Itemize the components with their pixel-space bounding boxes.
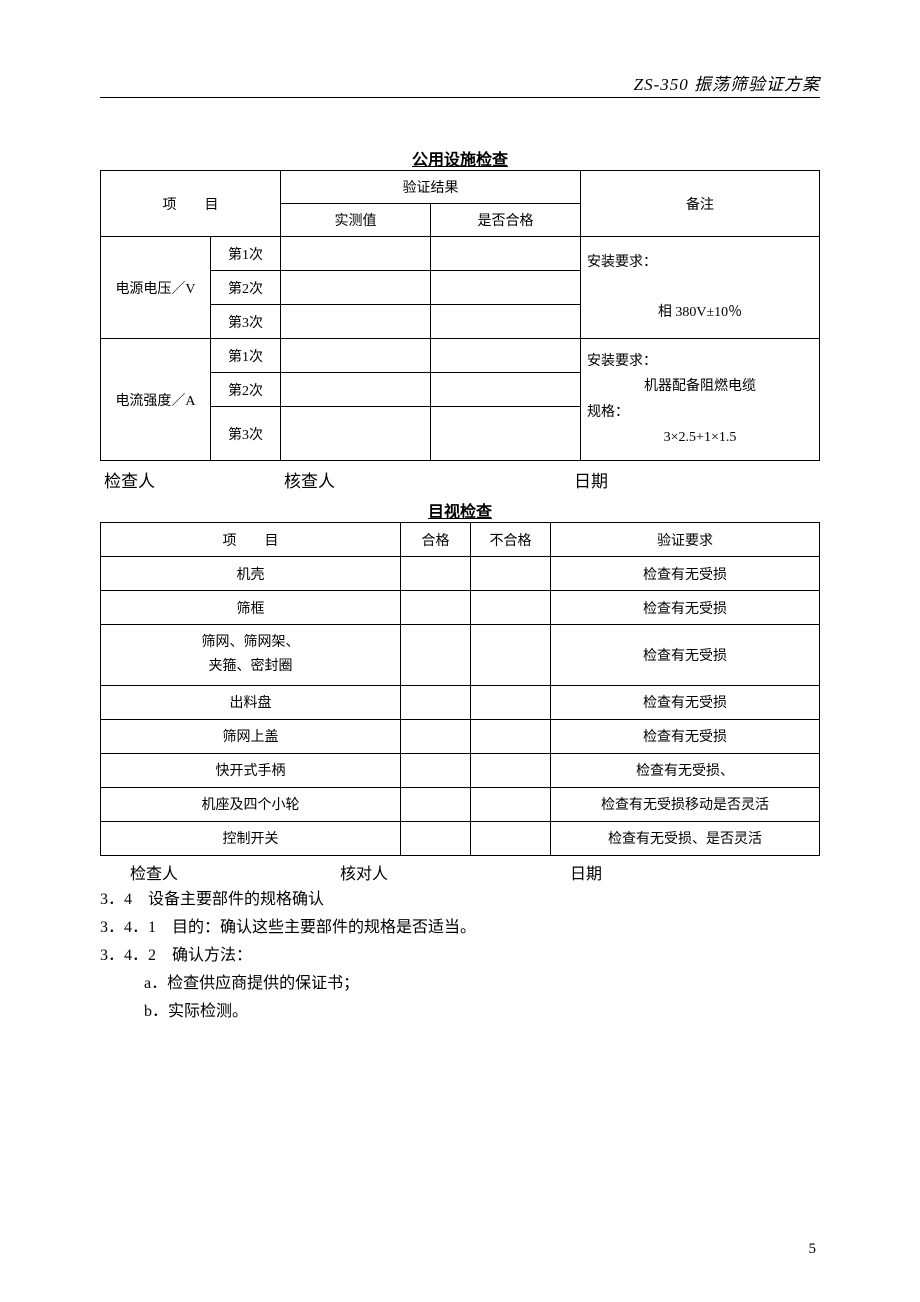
table-row: 机座及四个小轮 检查有无受损移动是否灵活: [101, 787, 820, 821]
t1-current-trial2: 第2次: [211, 373, 281, 407]
t1-col-remark: 备注: [581, 171, 820, 237]
t2-cell: [471, 787, 551, 821]
body-line: 3．4．1 目的：确认这些主要部件的规格是否适当。: [100, 914, 820, 942]
t1-col-result: 验证结果: [281, 171, 581, 204]
t1-col-measured: 实测值: [281, 204, 431, 237]
body-line: b．实际检测。: [100, 998, 820, 1026]
t2-cell: [471, 591, 551, 625]
t2-cell: [471, 753, 551, 787]
table-row: 筛网、筛网架、夹箍、密封圈 检查有无受损: [101, 625, 820, 686]
remark-line: 规格：: [587, 405, 629, 420]
t2-req: 检查有无受损: [551, 625, 820, 686]
remark-line: 相 380V±10％: [587, 300, 813, 325]
sig-inspector: 检查人: [104, 467, 284, 492]
t1-voltage-remark: 安装要求： 相 380V±10％: [581, 237, 820, 339]
t2-item: 筛网、筛网架、夹箍、密封圈: [101, 625, 401, 686]
body-line: 3．4．2 确认方法：: [100, 942, 820, 970]
t1-cell: [281, 373, 431, 407]
sig-inspector: 检查人: [130, 860, 340, 884]
t2-req: 检查有无受损: [551, 557, 820, 591]
t2-cell: [471, 685, 551, 719]
t1-current-trial1: 第1次: [211, 339, 281, 373]
section2-signature-row: 检查人 核对人 日期: [100, 860, 820, 884]
t1-voltage-trial3: 第3次: [211, 305, 281, 339]
visual-inspection-table: 项 目 合格 不合格 验证要求 机壳 检查有无受损 筛框 检查有无受损 筛网、筛…: [100, 522, 820, 856]
t1-row-current: 电流强度／A: [101, 339, 211, 461]
t2-cell: [471, 557, 551, 591]
t1-cell: [281, 305, 431, 339]
t1-cell: [431, 373, 581, 407]
t2-cell: [401, 557, 471, 591]
t2-col-req: 验证要求: [551, 523, 820, 557]
t1-cell: [431, 237, 581, 271]
t2-cell: [401, 719, 471, 753]
section1-title: 公用设施检查: [100, 146, 820, 170]
t2-cell: [471, 821, 551, 855]
sig-date: 日期: [570, 860, 790, 884]
t1-cell: [431, 339, 581, 373]
t1-col-pass: 是否合格: [431, 204, 581, 237]
remark-line: 3×2.5+1×1.5: [587, 425, 813, 450]
section2-title: 目视检查: [100, 498, 820, 522]
table-row: 快开式手柄 检查有无受损、: [101, 753, 820, 787]
table-row: 筛框 检查有无受损: [101, 591, 820, 625]
remark-line: 安装要求：: [587, 255, 657, 270]
table-row: 出料盘 检查有无受损: [101, 685, 820, 719]
t1-current-trial3: 第3次: [211, 407, 281, 461]
t2-req: 检查有无受损: [551, 685, 820, 719]
t1-cell: [431, 407, 581, 461]
t2-cell: [401, 753, 471, 787]
section1-signature-row: 检查人 核查人 日期: [100, 467, 820, 492]
t2-cell: [401, 787, 471, 821]
t2-col-fail: 不合格: [471, 523, 551, 557]
t2-item: 控制开关: [101, 821, 401, 855]
body-paragraphs: 3．4 设备主要部件的规格确认 3．4．1 目的：确认这些主要部件的规格是否适当…: [100, 886, 820, 1026]
t2-item: 筛框: [101, 591, 401, 625]
remark-line: 机器配备阻燃电缆: [587, 374, 813, 399]
t2-req: 检查有无受损、是否灵活: [551, 821, 820, 855]
sig-reviewer: 核查人: [284, 467, 534, 492]
t1-current-remark: 安装要求： 机器配备阻燃电缆 规格： 3×2.5+1×1.5: [581, 339, 820, 461]
page-header: ZS-350 振荡筛验证方案: [100, 70, 820, 98]
t1-row-voltage: 电源电压／V: [101, 237, 211, 339]
sig-reviewer: 核对人: [340, 860, 570, 884]
t1-cell: [281, 407, 431, 461]
table-row: 筛网上盖 检查有无受损: [101, 719, 820, 753]
table-row: 控制开关 检查有无受损、是否灵活: [101, 821, 820, 855]
t1-cell: [281, 237, 431, 271]
t2-item: 机壳: [101, 557, 401, 591]
body-line: a．检查供应商提供的保证书；: [100, 970, 820, 998]
table-row: 机壳 检查有无受损: [101, 557, 820, 591]
t1-cell: [281, 271, 431, 305]
t2-cell: [401, 625, 471, 686]
t1-cell: [431, 271, 581, 305]
t1-cell: [281, 339, 431, 373]
t2-req: 检查有无受损、: [551, 753, 820, 787]
t2-item: 机座及四个小轮: [101, 787, 401, 821]
t2-col-project: 项 目: [101, 523, 401, 557]
t2-cell: [401, 685, 471, 719]
body-line: 3．4 设备主要部件的规格确认: [100, 886, 820, 914]
t2-req: 检查有无受损移动是否灵活: [551, 787, 820, 821]
remark-line: 安装要求：: [587, 354, 657, 369]
public-facility-table: 项 目 验证结果 备注 实测值 是否合格 电源电压／V 第1次 安装要求： 相 …: [100, 170, 820, 461]
t2-req: 检查有无受损: [551, 591, 820, 625]
t2-cell: [401, 591, 471, 625]
t2-col-pass: 合格: [401, 523, 471, 557]
t1-voltage-trial2: 第2次: [211, 271, 281, 305]
t2-req: 检查有无受损: [551, 719, 820, 753]
page-number: 5: [809, 1241, 817, 1258]
t2-item: 出料盘: [101, 685, 401, 719]
t1-voltage-trial1: 第1次: [211, 237, 281, 271]
t1-col-project: 项 目: [101, 171, 281, 237]
t1-cell: [431, 305, 581, 339]
t2-item: 快开式手柄: [101, 753, 401, 787]
t2-item: 筛网上盖: [101, 719, 401, 753]
t2-cell: [471, 625, 551, 686]
sig-date: 日期: [534, 467, 816, 492]
t2-cell: [401, 821, 471, 855]
t2-cell: [471, 719, 551, 753]
